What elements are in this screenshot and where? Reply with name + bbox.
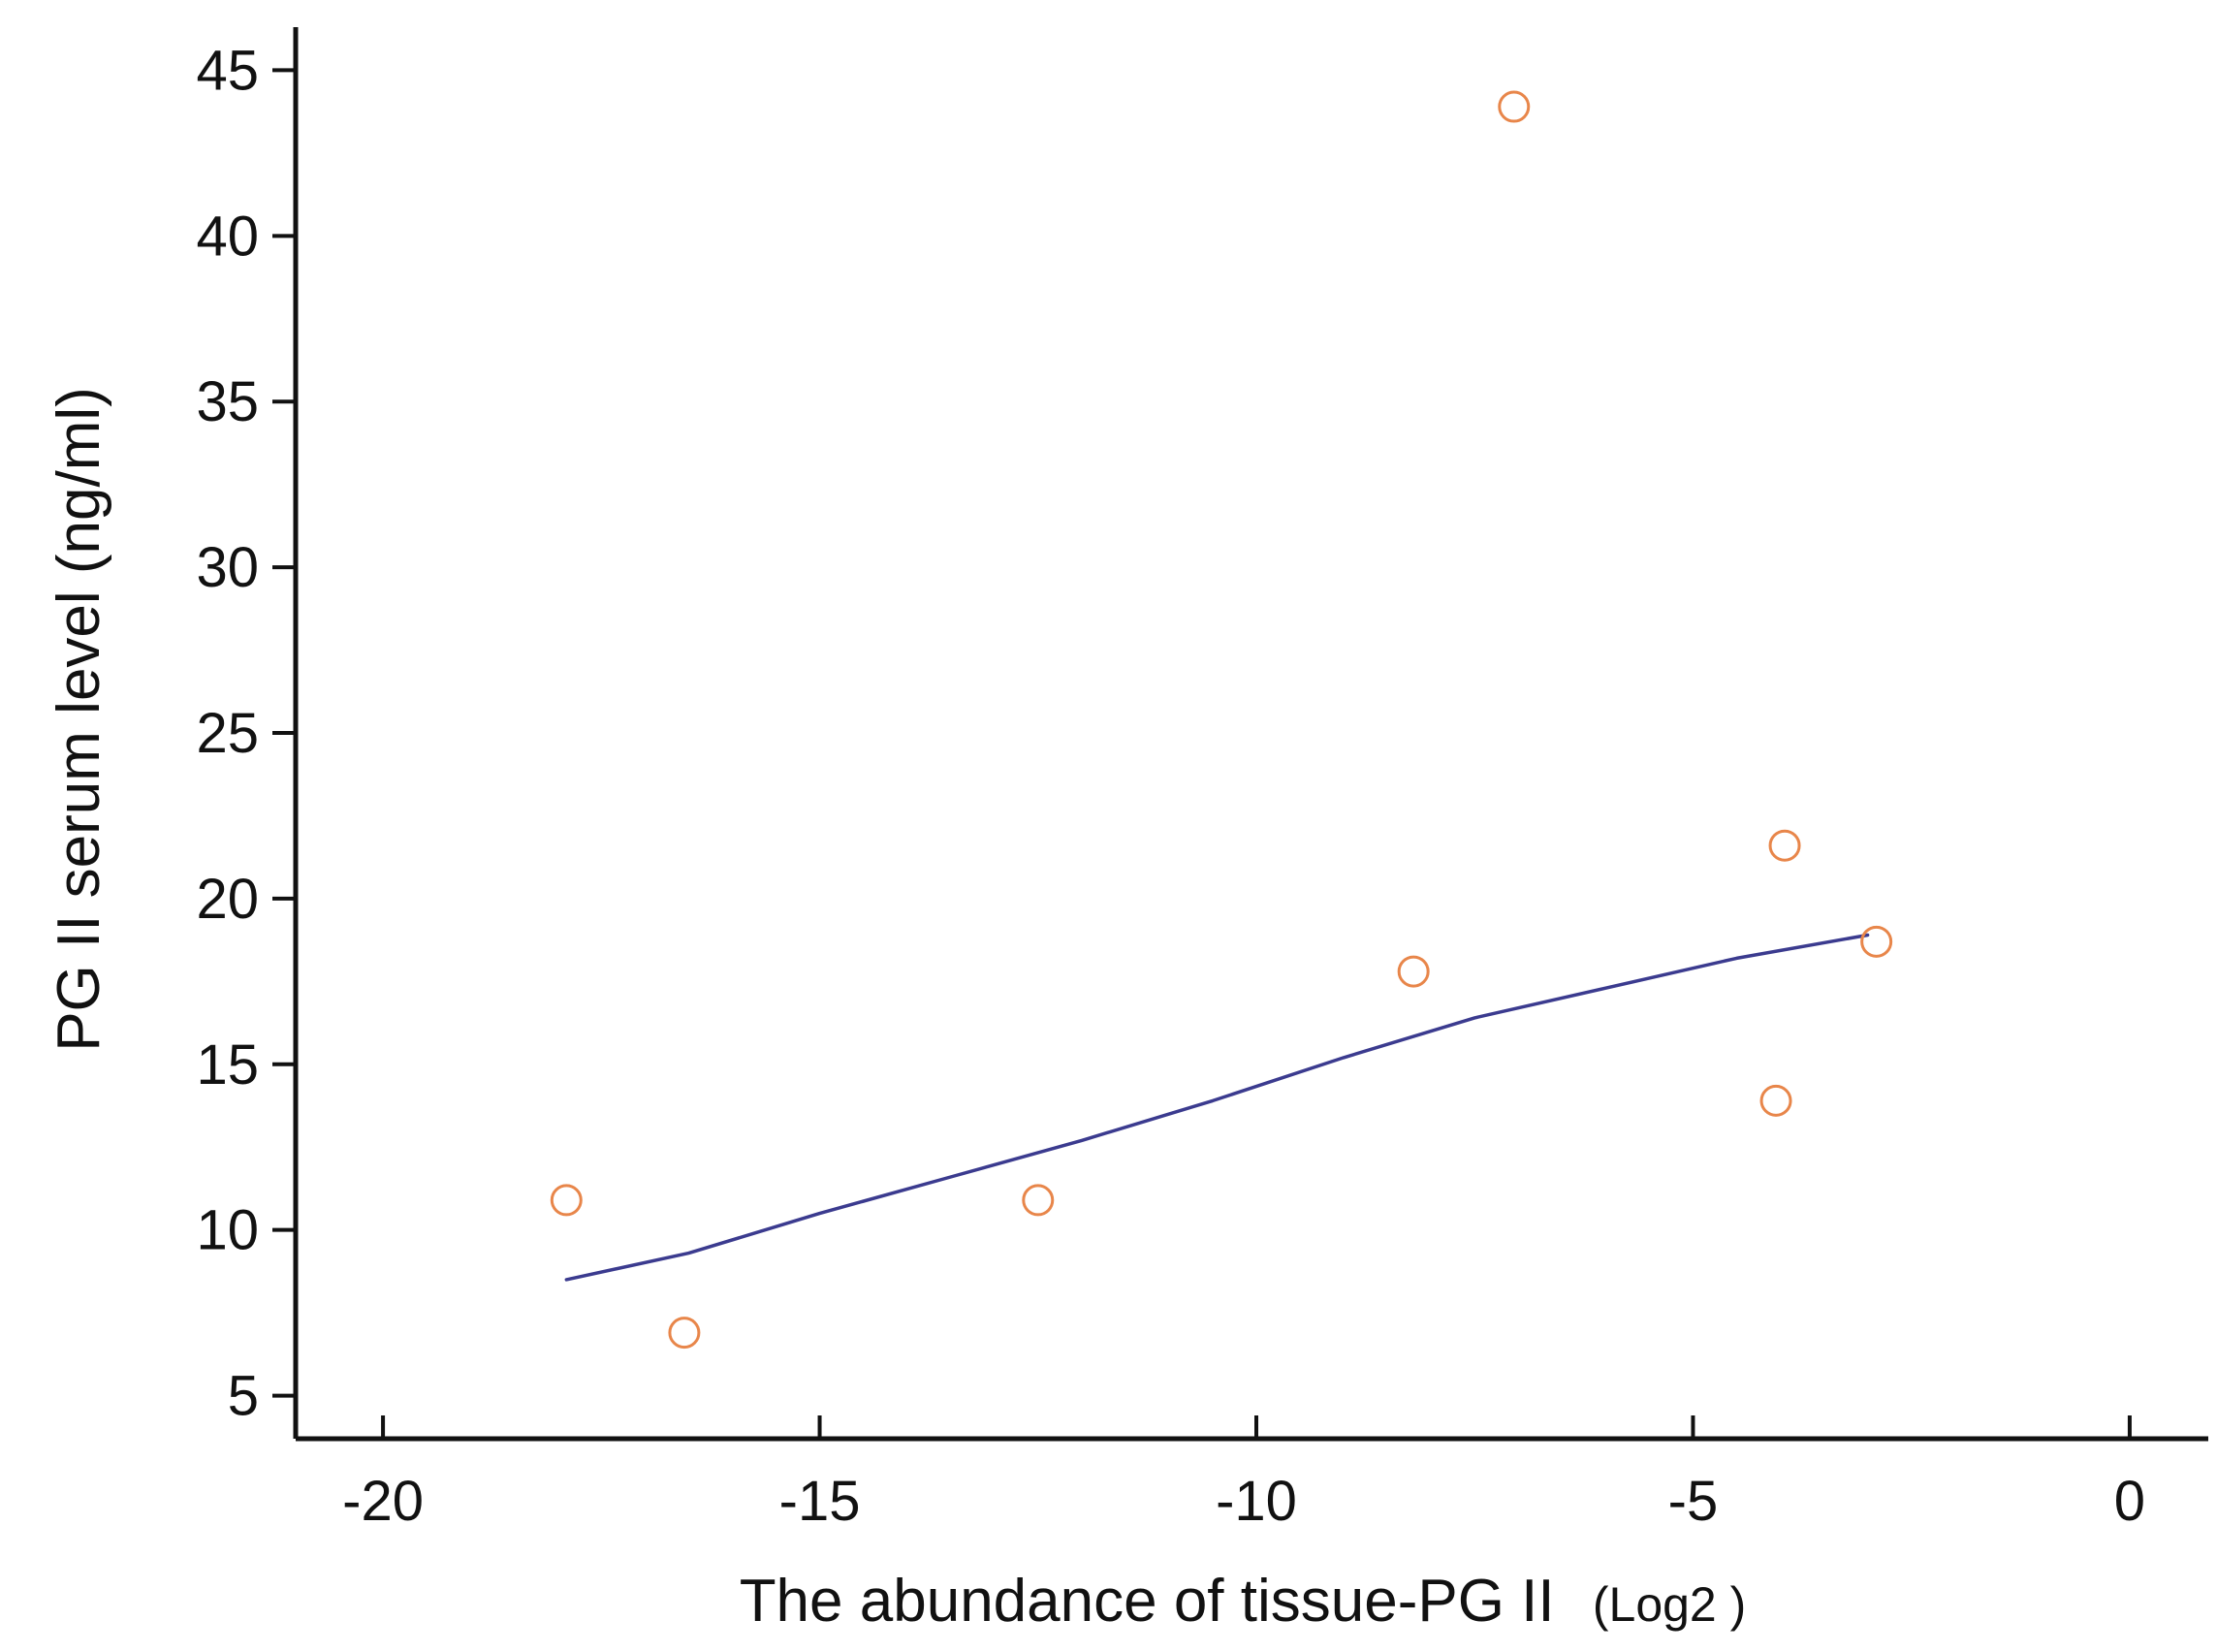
data-point: [550, 1184, 583, 1217]
y-tick-label: 5: [228, 1365, 259, 1428]
data-points: [550, 90, 1893, 1350]
x-tick-label: -5: [1668, 1470, 1719, 1533]
x-tick-label: -20: [342, 1470, 424, 1533]
y-tick-label: 25: [196, 702, 259, 765]
x-axis-title-main: The abundance of tissue-PG II: [740, 1568, 1555, 1635]
y-tick-label: 35: [196, 370, 259, 433]
x-tick-label: 0: [2114, 1470, 2145, 1533]
data-point: [668, 1317, 701, 1350]
data-point: [1397, 955, 1430, 988]
x-axis-title-unit: (Log2 ): [1593, 1577, 1746, 1632]
y-tick-label: 15: [196, 1033, 259, 1096]
data-point: [1860, 925, 1893, 958]
x-tick-label: -15: [779, 1470, 861, 1533]
data-point: [1022, 1184, 1055, 1217]
trend-line-layer: [564, 933, 1870, 1282]
y-tick-label: 45: [196, 39, 259, 102]
x-axis-title: The abundance of tissue-PG II (Log2 ): [740, 1568, 1747, 1635]
y-tick-label: 40: [196, 205, 259, 268]
data-point: [1768, 829, 1801, 862]
y-ticks: 5 10 15 20 25 30 35 40 45: [196, 39, 296, 1428]
y-tick-label: 20: [196, 868, 259, 931]
y-axis-title: PG II serum level (ng/ml): [46, 387, 112, 1052]
x-tick-label: -10: [1216, 1470, 1297, 1533]
data-point: [1498, 90, 1531, 123]
data-point: [1759, 1084, 1792, 1117]
y-tick-label: 10: [196, 1199, 259, 1262]
y-tick-label: 30: [196, 536, 259, 599]
x-ticks: -20 -15 -10 -5 0: [342, 1415, 2145, 1533]
axes: [293, 27, 2208, 1442]
trend-line: [564, 933, 1870, 1282]
